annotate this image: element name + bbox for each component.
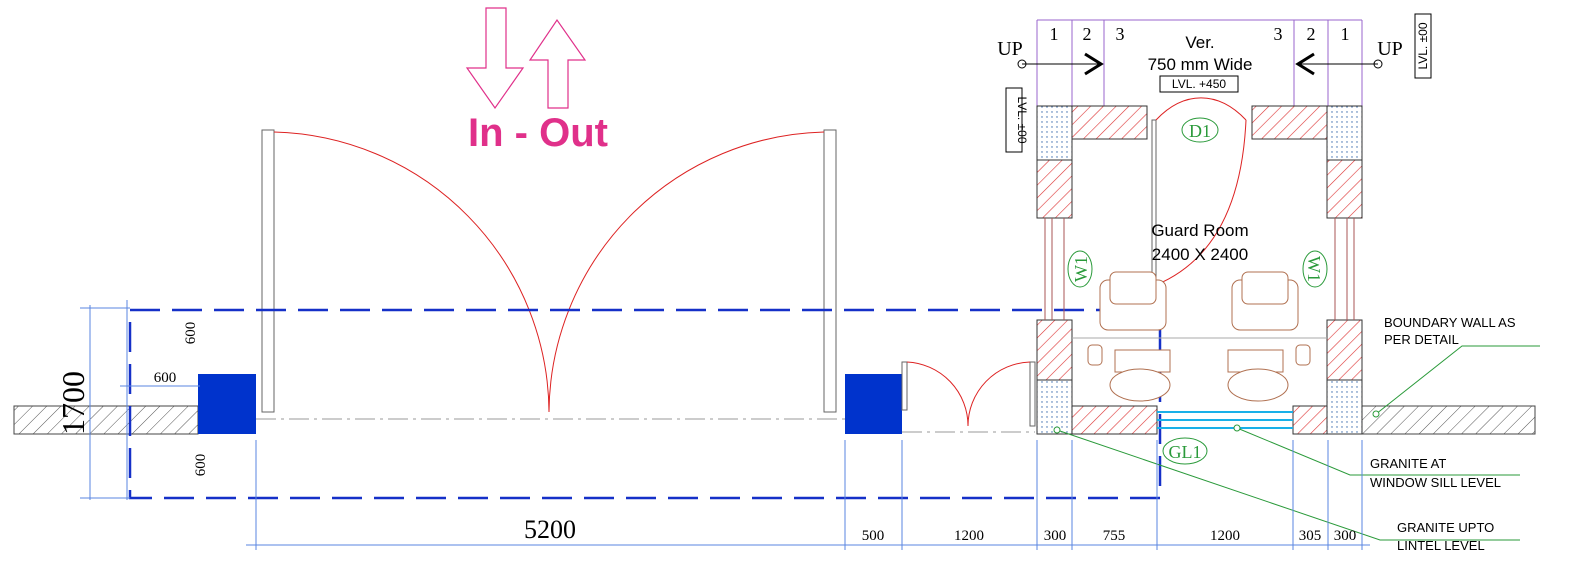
window-tag: W1	[1304, 256, 1324, 282]
dimension: 1700	[55, 371, 91, 435]
note: LINTEL LEVEL	[1397, 538, 1485, 553]
step-number: 3	[1116, 24, 1125, 44]
step-number: 3	[1274, 24, 1283, 44]
dimension: 305	[1299, 528, 1322, 544]
flow-arrows	[467, 8, 585, 108]
dimension: 300	[1044, 528, 1067, 544]
flow-label: In - Out	[468, 111, 608, 155]
up-label: UP	[997, 38, 1023, 60]
room-name: Guard Room	[1151, 221, 1248, 240]
dimension: 600	[193, 454, 209, 477]
dimension: 755	[1103, 528, 1126, 544]
glazing-tag: GL1	[1169, 442, 1202, 462]
pillar	[198, 374, 256, 434]
site-plan: In - Out UP UP 1 2 3 3 2 1 Ver. 750 mm W…	[0, 0, 1591, 561]
stair-title: Ver.	[1185, 33, 1214, 52]
note: PER DETAIL	[1384, 332, 1459, 347]
step-number: 2	[1307, 24, 1316, 44]
note: GRANITE UPTO	[1397, 520, 1494, 535]
dimension: 1200	[1210, 528, 1240, 544]
setback-outline	[130, 310, 1160, 498]
note: BOUNDARY WALL AS	[1384, 315, 1516, 330]
up-label: UP	[1377, 38, 1403, 60]
note: WINDOW SILL LEVEL	[1370, 475, 1501, 490]
stair-width: 750 mm Wide	[1148, 55, 1253, 74]
dimension: 600	[154, 370, 177, 386]
dimension: 500	[862, 528, 885, 544]
step-number: 1	[1341, 24, 1350, 44]
dimension: 5200	[524, 515, 576, 544]
door-tag: D1	[1189, 121, 1211, 141]
room-size: 2400 X 2400	[1152, 245, 1248, 264]
dimension: 300	[1334, 528, 1357, 544]
note: GRANITE AT	[1370, 456, 1446, 471]
step-number: 1	[1050, 24, 1059, 44]
window-tag: W1	[1071, 256, 1091, 282]
main-gate	[262, 130, 1035, 426]
dimension: 600	[183, 322, 199, 345]
level-label: LVL. ±00	[1015, 96, 1029, 143]
dimension: 1200	[954, 528, 984, 544]
stair-level: LVL. +450	[1172, 77, 1226, 91]
pillar	[845, 374, 902, 434]
furniture	[1088, 272, 1310, 401]
step-number: 2	[1083, 24, 1092, 44]
level-label: LVL. ±00	[1416, 22, 1430, 69]
